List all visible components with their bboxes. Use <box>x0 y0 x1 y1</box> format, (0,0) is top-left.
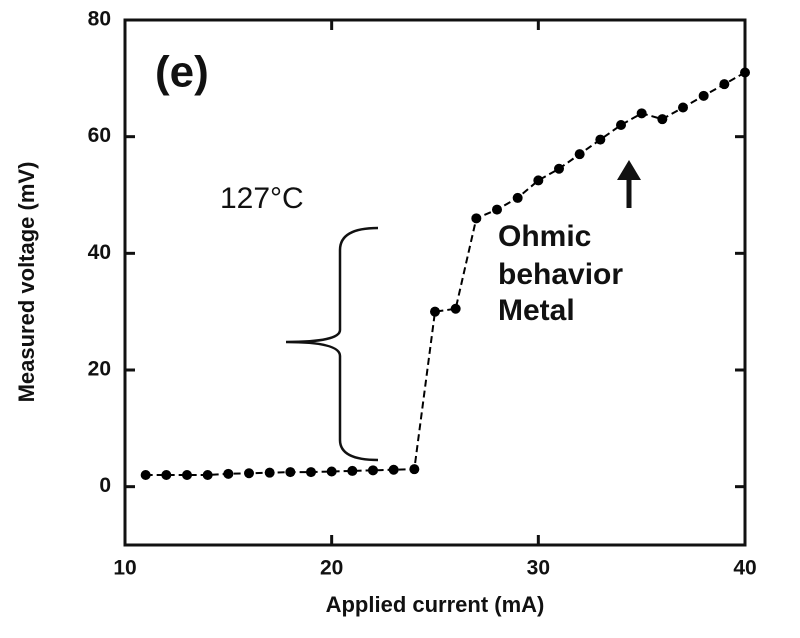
x-tick-label: 30 <box>527 557 550 580</box>
data-point <box>182 470 192 480</box>
data-point <box>264 467 275 478</box>
data-point <box>306 467 316 478</box>
data-point <box>512 192 523 203</box>
bracket <box>285 226 379 462</box>
x-tick-label: 40 <box>733 557 756 580</box>
data-point <box>636 108 647 119</box>
y-tick-label: 60 <box>88 124 111 147</box>
series-line <box>145 71 746 476</box>
data-point <box>595 134 606 145</box>
y-tick-label: 0 <box>99 474 111 497</box>
y-tick-label: 40 <box>88 241 111 264</box>
data-point <box>554 163 564 174</box>
panel-label: (e) <box>155 48 209 97</box>
data-point <box>161 470 172 480</box>
data-point <box>616 120 626 130</box>
data-point <box>471 213 482 224</box>
data-point <box>409 464 420 475</box>
data-point <box>719 79 730 90</box>
data-point <box>657 114 668 125</box>
data-point <box>388 464 399 475</box>
data-point <box>368 465 378 476</box>
y-tick-label: 20 <box>88 358 111 381</box>
data-point <box>285 467 296 478</box>
annotation: 127°C <box>220 182 304 215</box>
annotation: behavior <box>498 258 623 291</box>
x-axis-label: Applied current (mA) <box>326 592 545 617</box>
arrow-head <box>617 160 641 180</box>
data-point <box>492 204 502 215</box>
data-point <box>326 466 337 477</box>
data-point <box>698 90 709 101</box>
data-point <box>223 468 234 479</box>
y-tick-label: 80 <box>88 8 111 31</box>
annotation: Ohmic <box>498 220 591 253</box>
data-point <box>450 303 461 314</box>
data-point <box>740 67 750 78</box>
data-point <box>533 175 544 186</box>
data-point <box>244 468 254 479</box>
data-point <box>140 470 151 480</box>
data-point <box>347 465 358 476</box>
data-point <box>678 102 688 113</box>
data-point <box>202 470 213 480</box>
data-point <box>574 149 585 160</box>
x-tick-label: 10 <box>113 557 136 580</box>
annotation: Metal <box>498 294 575 327</box>
plot-frame <box>123 18 747 547</box>
data-point <box>430 306 440 317</box>
x-tick-label: 20 <box>320 557 343 580</box>
y-axis-label: Measured voltage (mV) <box>14 162 39 403</box>
